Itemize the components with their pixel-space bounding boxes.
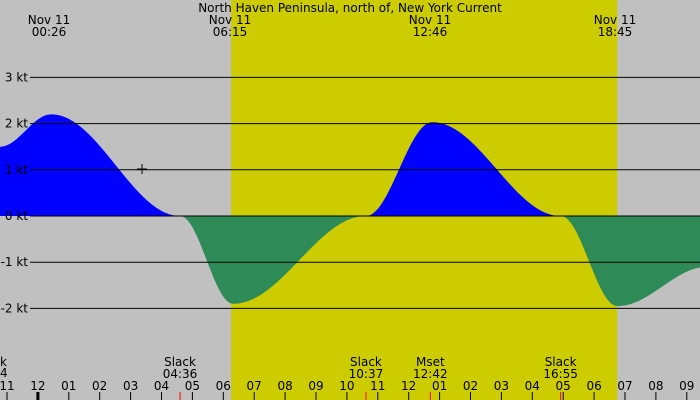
chart-title: North Haven Peninsula, north of, New Yor… <box>198 1 502 15</box>
hour-tick-label: 02 <box>92 379 107 393</box>
flood-area <box>366 122 561 216</box>
top-label-date: Nov 11 <box>594 13 637 27</box>
hour-tick-label: 11 <box>370 379 385 393</box>
left-edge-line2: 4 <box>0 366 8 380</box>
hour-tick-label: 08 <box>648 379 663 393</box>
top-label-date: Nov 11 <box>409 13 452 27</box>
event-label: Slack <box>350 355 382 369</box>
hour-tick-label: 12 <box>30 379 45 393</box>
hour-tick-label: 05 <box>556 379 571 393</box>
event-label: Slack <box>164 355 196 369</box>
left-edge-line1: k <box>0 355 7 369</box>
ebb-area <box>561 216 700 307</box>
event-time: 16:55 <box>543 367 578 381</box>
hour-tick-label: 07 <box>247 379 262 393</box>
hour-tick-label: 06 <box>586 379 601 393</box>
y-axis-labels: 3 kt 2 kt 1 kt 0 kt -1 kt -2 kt <box>1 70 29 315</box>
hour-tick-label: 06 <box>216 379 231 393</box>
top-label-date: Nov 11 <box>209 13 252 27</box>
top-label-time: 00:26 <box>32 25 67 39</box>
hour-tick-label: 12 <box>401 379 416 393</box>
hour-tick-label: 10 <box>339 379 354 393</box>
event-label: Slack <box>545 355 577 369</box>
hour-tick-label: 11 <box>0 379 15 393</box>
hour-tick-label: 09 <box>679 379 694 393</box>
flood-area <box>0 114 181 216</box>
hour-tick-label: 07 <box>617 379 632 393</box>
y-tick-label: 0 kt <box>5 209 28 223</box>
hour-tick-label: 02 <box>463 379 478 393</box>
event-label: Mset <box>416 355 445 369</box>
hour-tick-label: 09 <box>308 379 323 393</box>
top-label-time: 06:15 <box>213 25 248 39</box>
hour-tick-label: 08 <box>277 379 292 393</box>
hour-tick-label: 01 <box>432 379 447 393</box>
y-tick-label: 2 kt <box>5 117 28 131</box>
y-tick-label: 1 kt <box>5 163 28 177</box>
hour-tick-label: 04 <box>525 379 540 393</box>
current-areas <box>0 114 700 307</box>
hour-tick-label: 03 <box>494 379 509 393</box>
event-time: 12:42 <box>413 367 448 381</box>
top-label-date: Nov 11 <box>28 13 71 27</box>
hour-tick-label: 04 <box>154 379 169 393</box>
top-label-time: 12:46 <box>413 25 448 39</box>
y-tick-label: 3 kt <box>5 70 28 84</box>
event-time: 10:37 <box>349 367 384 381</box>
hour-tick-label: 03 <box>123 379 138 393</box>
ebb-area <box>181 216 366 304</box>
crosshair-marker <box>137 164 147 174</box>
hour-axis: 11 12 01 02 03 04 05 06 07 08 09 10 11 12 01 02 03 04 05 06… <box>0 379 694 400</box>
top-label-time: 18:45 <box>598 25 633 39</box>
hour-tick-label: 01 <box>61 379 76 393</box>
y-tick-label: -1 kt <box>1 255 29 269</box>
left-edge-label: k 4 <box>0 355 8 380</box>
event-time: 04:36 <box>163 367 198 381</box>
y-tick-label: -2 kt <box>1 301 29 315</box>
hour-tick-label: 05 <box>185 379 200 393</box>
